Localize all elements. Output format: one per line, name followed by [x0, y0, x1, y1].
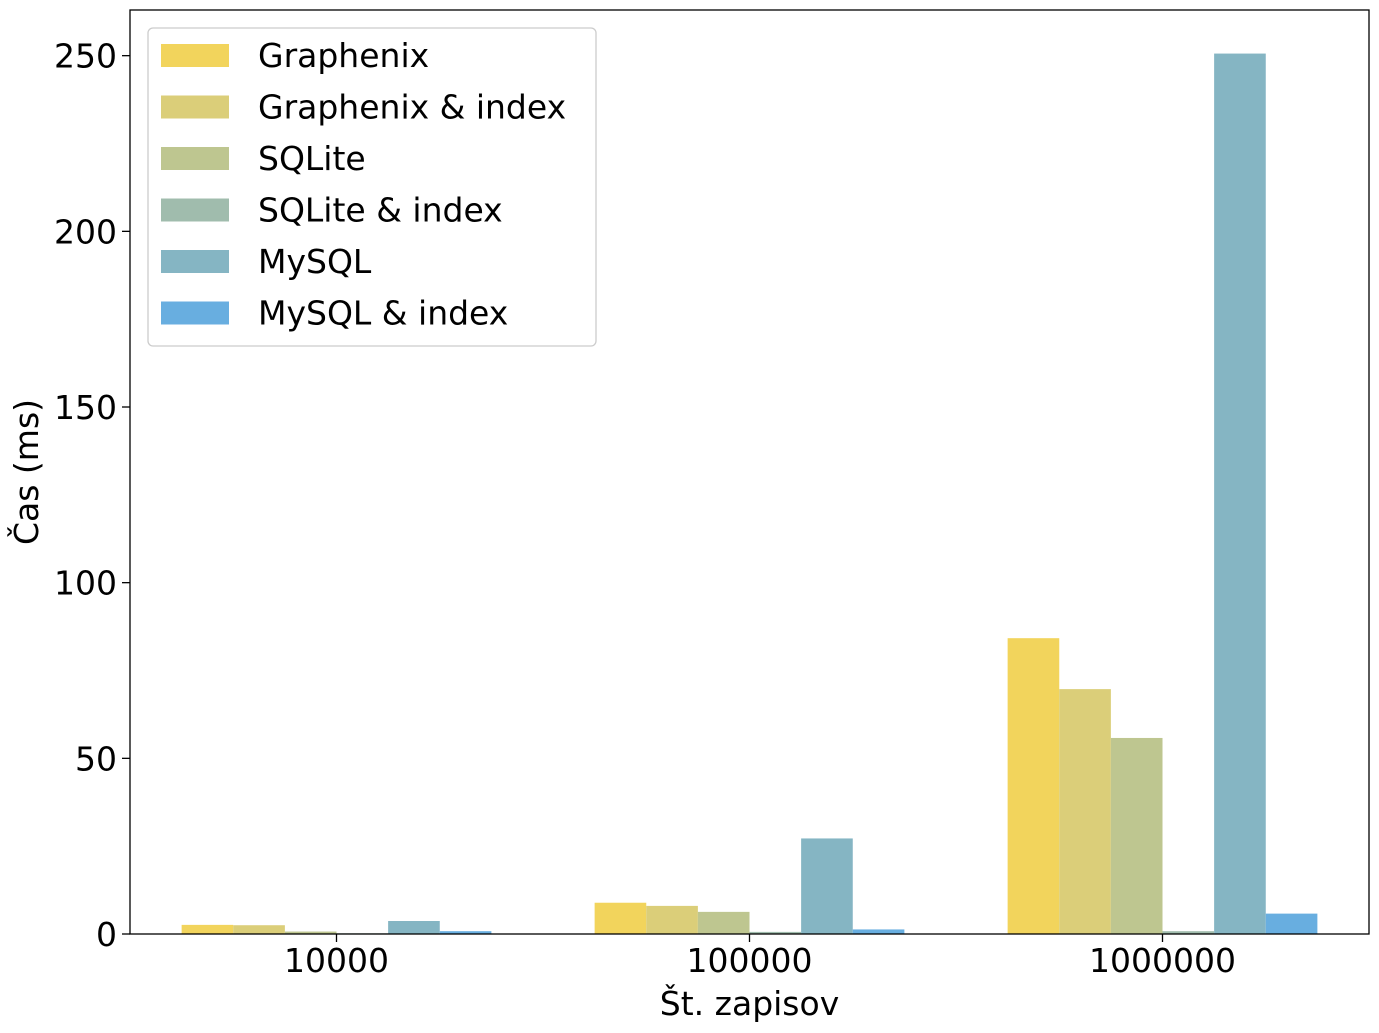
- legend-label: MySQL: [258, 242, 372, 281]
- y-tick-label: 200: [54, 212, 117, 251]
- x-axis-label: Št. zapisov: [660, 983, 839, 1023]
- legend-label: Graphenix: [258, 36, 429, 75]
- legend-swatch: [161, 198, 229, 222]
- y-axis-label: Čas (ms): [6, 399, 46, 545]
- legend-label: SQLite & index: [258, 191, 503, 230]
- legend-box: [147, 27, 597, 347]
- y-tick-label: 150: [54, 388, 117, 427]
- bar-graphenix-index-1000000: [1059, 689, 1111, 934]
- bar-sqlite-index-1000000: [1162, 931, 1215, 934]
- bar-mysql-index-10000: [439, 931, 492, 934]
- bar-mysql-index-1000000: [1265, 913, 1318, 934]
- bar-graphenix-index-100000: [646, 905, 698, 934]
- legend-label: MySQL & index: [258, 294, 508, 333]
- bar-graphenix-index-10000: [233, 925, 285, 934]
- y-tick-label: 0: [96, 915, 117, 954]
- bar-sqlite-100000: [697, 911, 750, 934]
- y-axis: 0 50 100 150 200 250: [54, 37, 130, 954]
- bar-sqlite-10000: [284, 931, 337, 934]
- legend-swatch: [161, 301, 229, 325]
- x-tick-label: 1000000: [1089, 941, 1236, 980]
- legend-label: Graphenix & index: [258, 88, 566, 127]
- bar-mysql-10000: [388, 921, 440, 934]
- bar-sqlite-1000000: [1110, 737, 1163, 934]
- bar-graphenix-1000000: [1007, 638, 1060, 934]
- legend-swatch: [161, 147, 229, 170]
- y-tick-label: 50: [75, 739, 117, 778]
- bar-mysql-1000000: [1214, 53, 1266, 934]
- bar-mysql-index-100000: [852, 929, 905, 934]
- legend-swatch: [161, 95, 229, 119]
- legend-label: SQLite: [258, 139, 366, 178]
- legend-swatch: [161, 250, 229, 273]
- bar-graphenix-100000: [594, 902, 647, 934]
- legend-swatch: [161, 44, 229, 67]
- bar-mysql-100000: [801, 838, 853, 934]
- y-tick-label: 250: [54, 37, 117, 76]
- x-axis: 10000 100000 1000000: [284, 934, 1236, 980]
- bar-sqlite-index-100000: [749, 931, 802, 934]
- x-tick-label: 100000: [687, 941, 813, 980]
- y-tick-label: 100: [54, 564, 117, 603]
- x-tick-label: 10000: [284, 941, 389, 980]
- bars-layer: [181, 53, 1318, 934]
- bar-graphenix-10000: [181, 924, 234, 934]
- legend: Graphenix Graphenix & index SQLite SQLite &…: [147, 27, 597, 347]
